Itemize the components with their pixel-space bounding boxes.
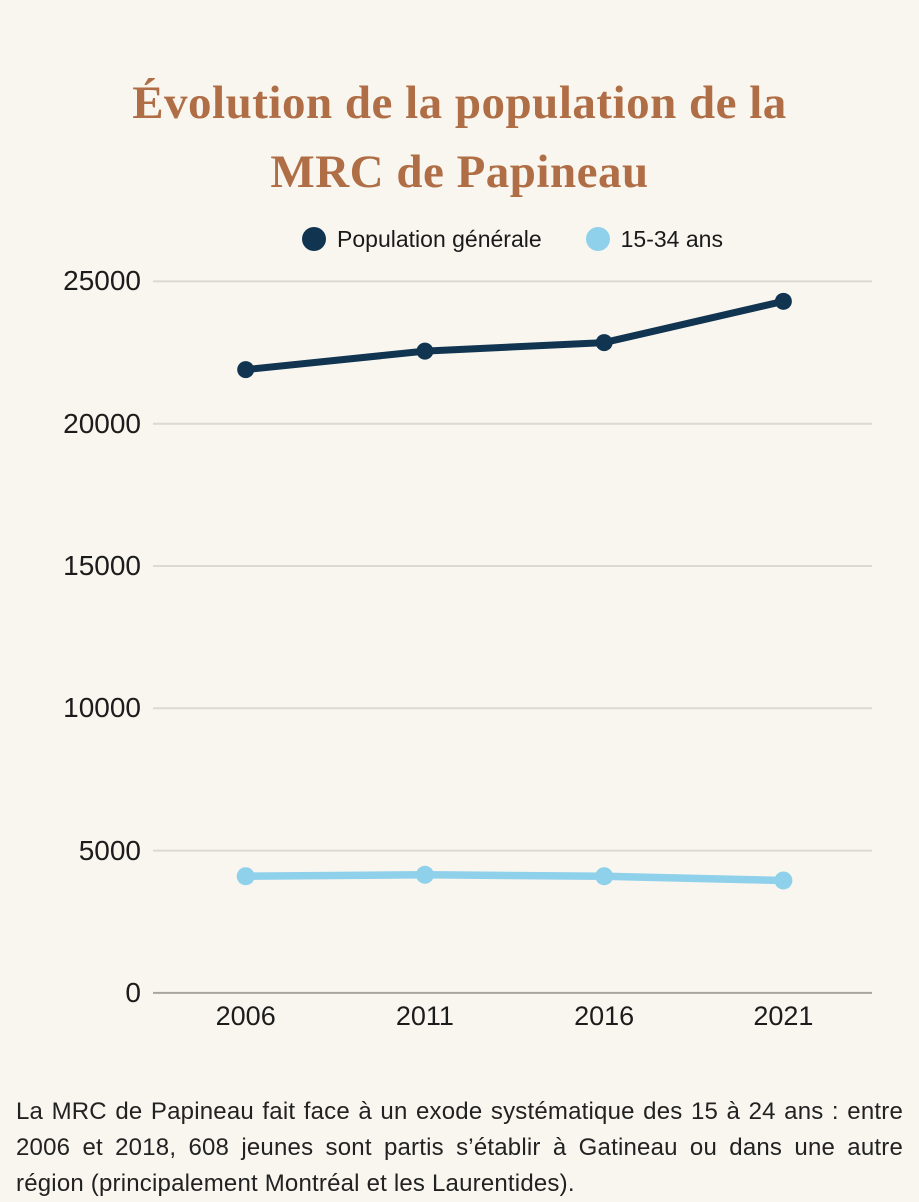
legend-label: 15-34 ans <box>620 225 723 252</box>
data-point <box>236 867 255 886</box>
chart-legend: Population générale 15-34 ans <box>153 222 872 256</box>
x-axis-tick-label: 2011 <box>395 1001 454 1031</box>
data-point <box>415 865 434 884</box>
y-axis-tick-label: 25000 <box>63 265 141 297</box>
data-point <box>595 334 613 352</box>
data-point <box>774 871 793 890</box>
chart-title-line1: Évolution de la population de la <box>132 77 787 130</box>
legend-dot-light-icon <box>585 227 610 251</box>
chart-title: Évolution de la population de la MRC de … <box>0 69 919 207</box>
data-point <box>774 292 792 310</box>
data-point <box>416 342 434 360</box>
legend-item-15-34-ans: 15-34 ans <box>585 225 723 253</box>
y-axis-tick-label: 5000 <box>78 834 141 866</box>
caption-text: La MRC de Papineau fait face à un exode … <box>16 1098 903 1197</box>
x-axis-tick-label: 2006 <box>215 1001 276 1031</box>
legend-dot-dark-icon <box>302 227 327 251</box>
legend-label: Population générale <box>337 225 542 252</box>
series-line-population-generale <box>242 297 787 374</box>
legend-item-population-generale: Population générale <box>302 226 542 253</box>
y-axis-tick-label: 0 <box>125 976 141 1008</box>
chart-title-line2: MRC de Papineau <box>270 146 649 199</box>
data-point <box>237 361 255 379</box>
x-axis-tick-label: 2016 <box>574 1001 635 1031</box>
y-axis-tick-label: 20000 <box>63 407 141 439</box>
y-axis-tick-label: 10000 <box>63 692 141 724</box>
series-line-15-34-ans <box>241 871 788 885</box>
x-axis-tick-label: 2021 <box>753 1001 814 1031</box>
y-axis-tick-label: 15000 <box>63 550 141 581</box>
data-point <box>595 867 614 886</box>
